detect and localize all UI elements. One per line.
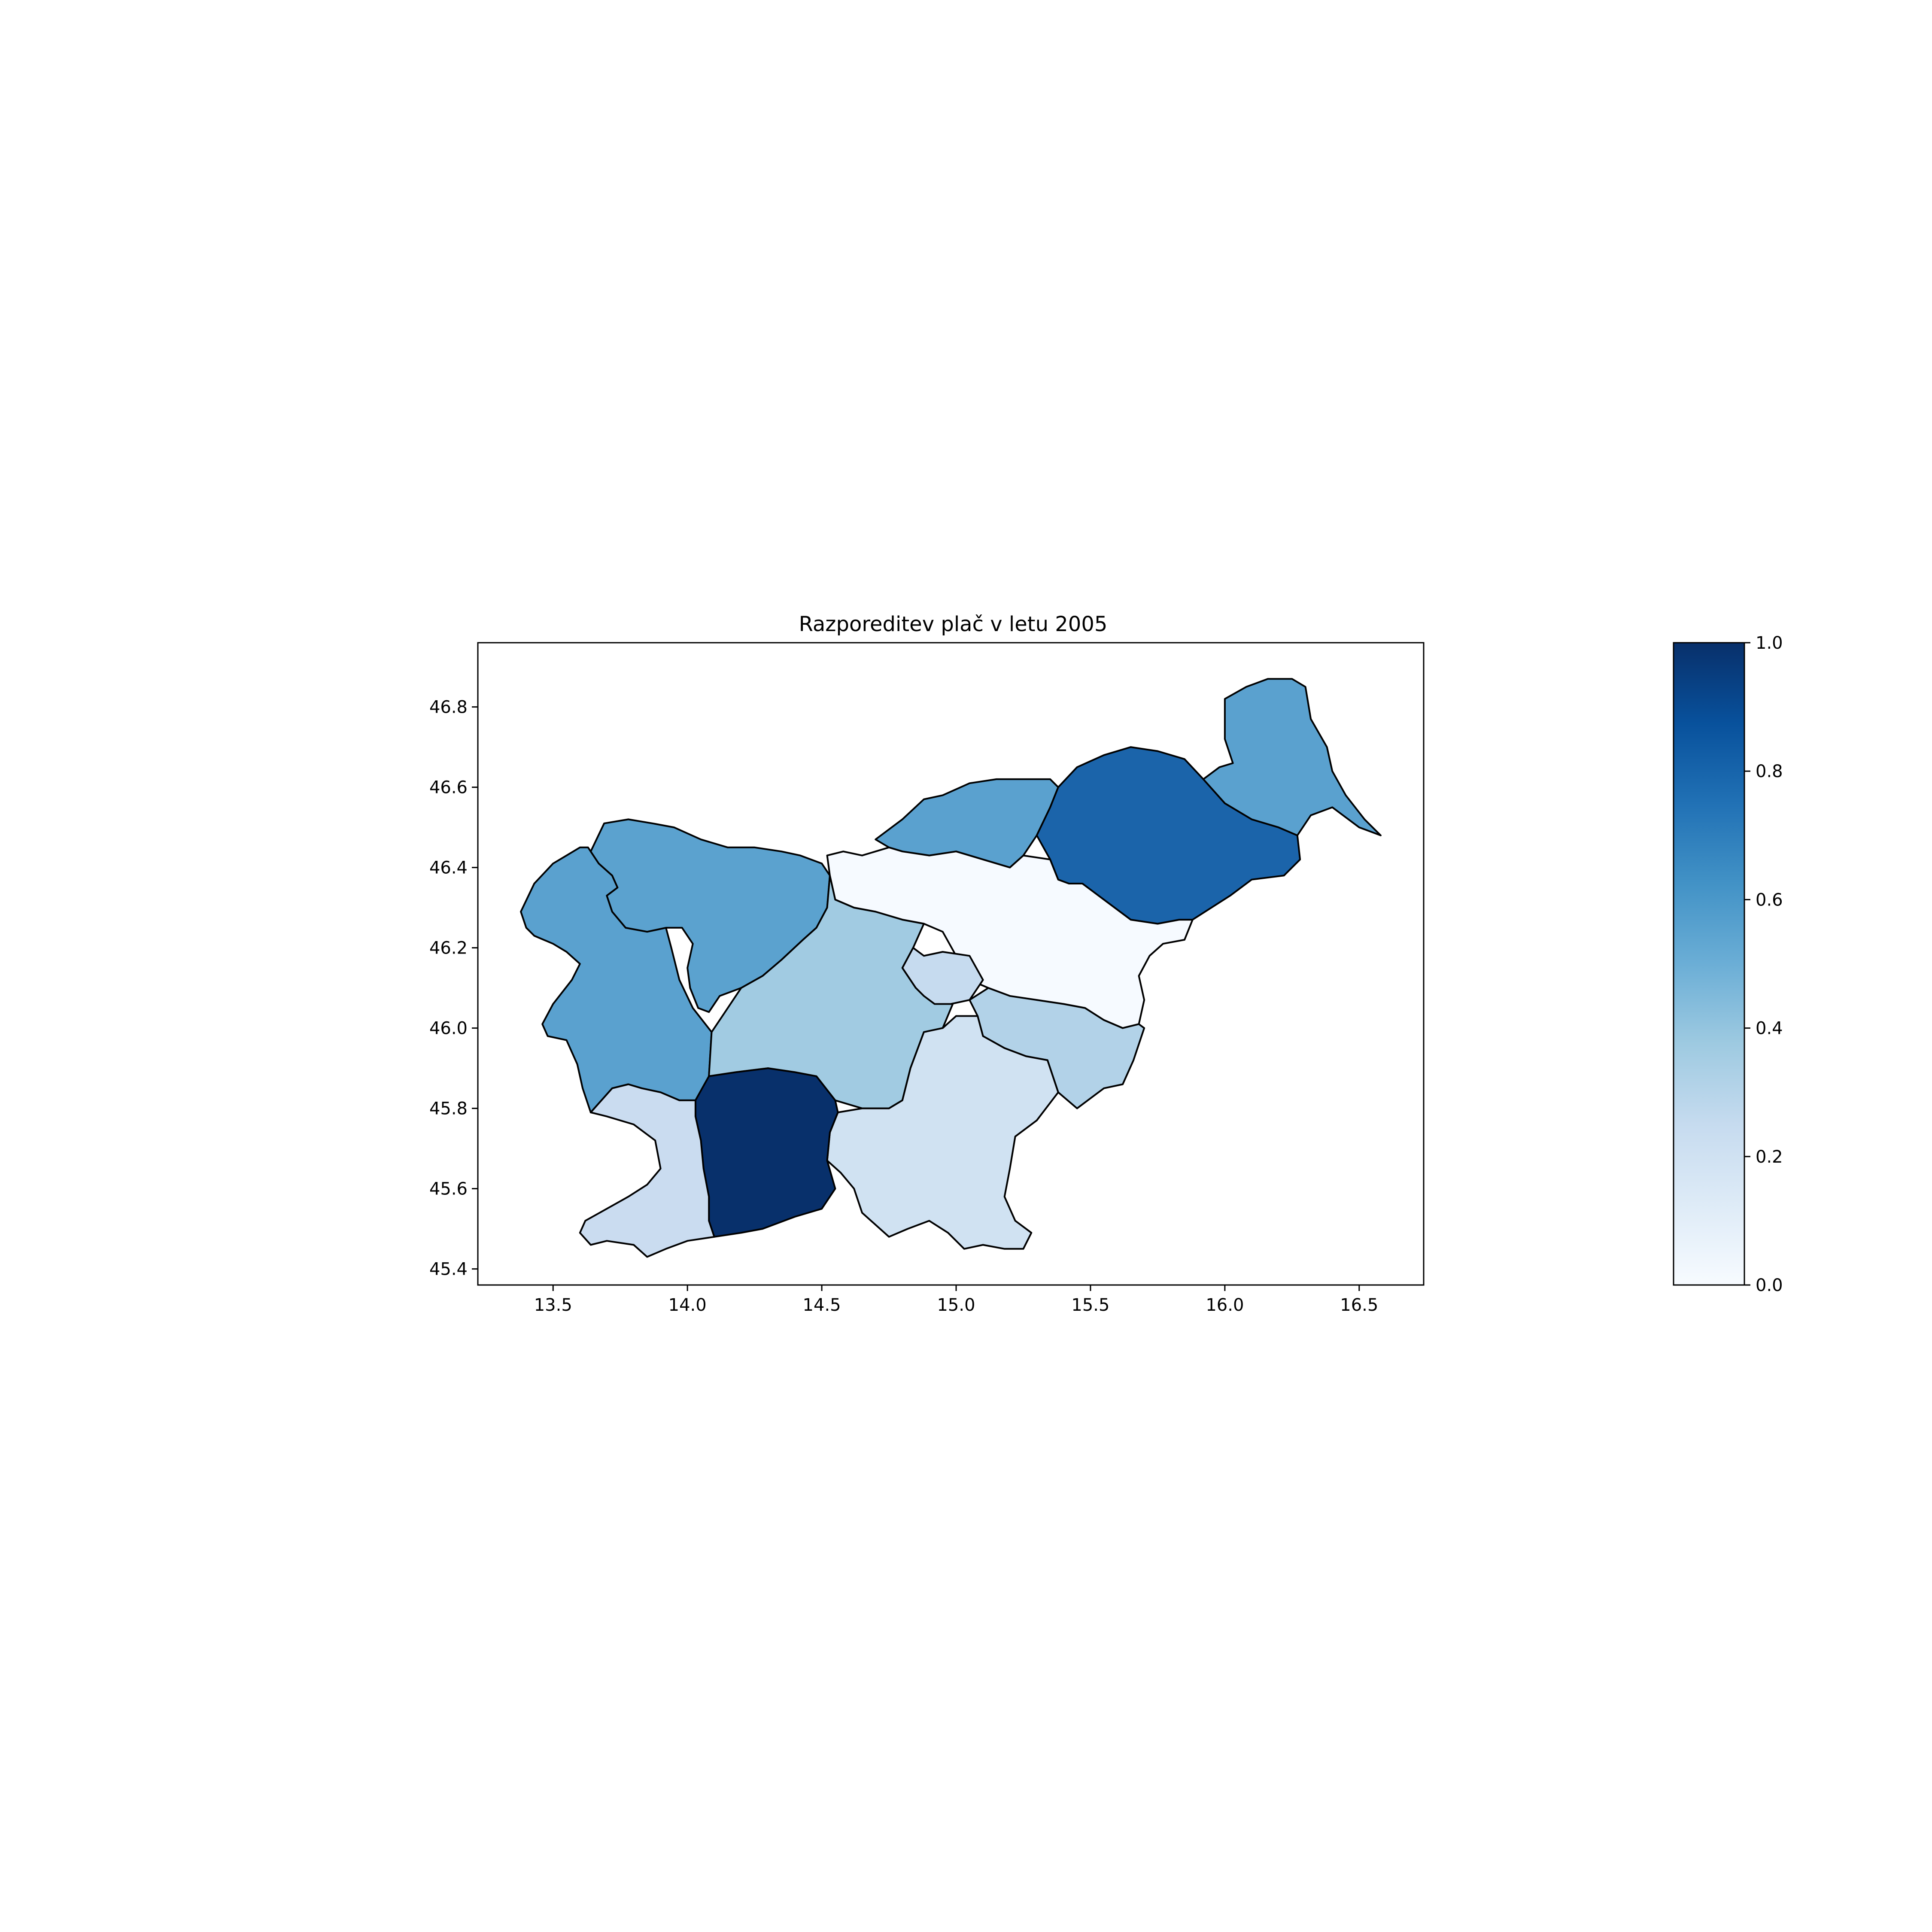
region-10 (826, 1015, 1059, 1250)
colorbar-tick-label: 0.6 (1756, 890, 1783, 910)
y-axis-ticks: 45.4 45.6 45.8 46.0 46.2 46.4 46.6 46.8 (429, 698, 478, 1279)
region-5 (1036, 746, 1301, 925)
colorbar-ticks: 0.0 0.2 0.4 0.6 0.8 1.0 (1744, 633, 1783, 1295)
region-12 (579, 1083, 715, 1258)
x-axis-ticks: 13.5 14.0 14.5 15.0 15.5 16.0 16.5 (534, 1285, 1378, 1315)
x-tick-label: 15.0 (937, 1295, 975, 1315)
y-tick-label: 46.8 (429, 698, 468, 717)
colorbar-tick-label: 0.8 (1756, 762, 1783, 781)
region-8 (901, 947, 984, 1005)
y-tick-label: 46.4 (429, 858, 468, 878)
y-tick-label: 46.6 (429, 778, 468, 798)
x-tick-label: 16.5 (1340, 1295, 1378, 1315)
x-tick-label: 16.0 (1206, 1295, 1244, 1315)
region-4 (826, 846, 1194, 1029)
colorbar-tick-label: 0.4 (1756, 1019, 1783, 1039)
x-tick-label: 14.5 (803, 1295, 841, 1315)
y-tick-label: 45.8 (429, 1099, 468, 1119)
y-tick-label: 45.6 (429, 1179, 468, 1199)
x-tick-label: 13.5 (534, 1295, 572, 1315)
colorbar-gradient (1674, 643, 1744, 1285)
region-6 (1202, 678, 1382, 836)
colorbar-frame (1673, 642, 1745, 1286)
map-axes: 13.5 14.0 14.5 15.0 15.5 16.0 16.5 45.445.645.… (429, 642, 1425, 1315)
y-tick-label: 46.2 (429, 939, 468, 958)
y-tick-label: 45.4 (429, 1260, 468, 1279)
regions-layer (520, 678, 1382, 1258)
colorbar-tick-label: 1.0 (1756, 633, 1783, 653)
x-tick-label: 15.5 (1071, 1295, 1109, 1315)
colorbar-tick-label: 0.2 (1756, 1147, 1783, 1167)
chart-title: Razporeditev plač v letu 2005 (799, 612, 1108, 636)
region-2 (589, 818, 831, 1013)
y-tick-label: 46.0 (429, 1019, 468, 1039)
colorbar-tick-label: 0.0 (1756, 1276, 1783, 1295)
x-tick-label: 14.0 (668, 1295, 707, 1315)
map-frame (477, 642, 1425, 1286)
colorbar: 0.0 0.2 0.4 0.6 0.8 1.0 (1673, 633, 1783, 1295)
